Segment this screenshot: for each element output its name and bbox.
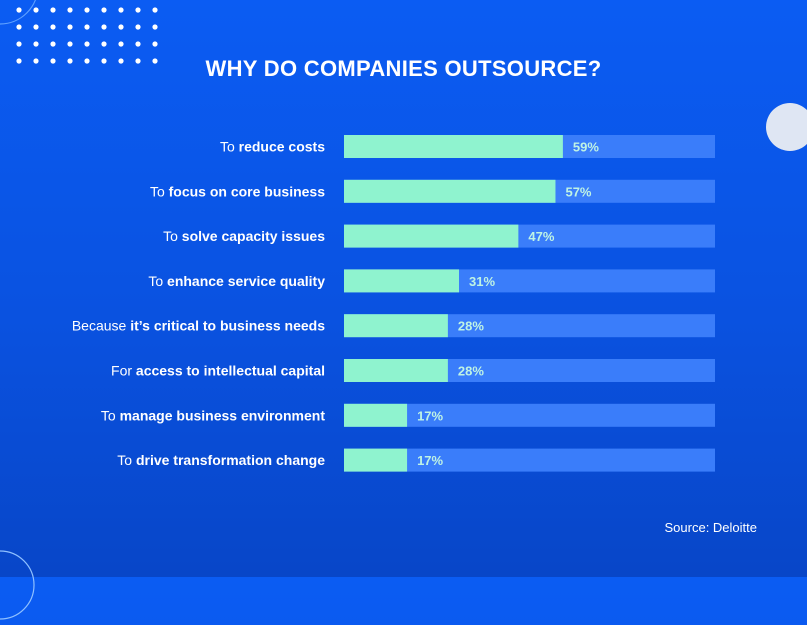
bar-track (344, 448, 715, 472)
bar (344, 314, 448, 338)
decorative-dot (118, 58, 124, 64)
category-label-prefix: To (163, 228, 182, 244)
decorative-dot (152, 58, 158, 64)
decorative-dot (33, 24, 39, 30)
value-label: 59% (573, 140, 599, 155)
decorative-dot (67, 24, 73, 30)
decorative-dot (135, 7, 141, 13)
bar-row: To manage business environment 17% (101, 403, 715, 427)
decorative-dot (33, 41, 39, 47)
value-label: 17% (417, 453, 443, 468)
decorative-dot (135, 41, 141, 47)
category-label: To solve capacity issues (163, 228, 325, 244)
category-label-bold: focus on core business (169, 183, 326, 199)
category-label-bold: solve capacity issues (182, 228, 325, 244)
bar (344, 448, 408, 472)
category-label-bold: manage business environment (120, 407, 326, 423)
bar-row: To focus on core business 57% (150, 179, 715, 203)
bar (344, 269, 460, 293)
decorative-dots (16, 7, 158, 64)
bar (344, 179, 556, 203)
bar-row: To enhance service quality 31% (148, 269, 715, 293)
bar-row: Because it’s critical to business needs 2… (72, 314, 715, 338)
bar (344, 359, 448, 382)
chart-title: WHY DO COMPANIES OUTSOURCE? (205, 56, 602, 81)
decorative-dot (16, 41, 22, 47)
category-label-prefix: To (150, 183, 169, 199)
bar-row: To reduce costs 59% (220, 135, 715, 158)
decorative-dot (101, 24, 107, 30)
decorative-dot (152, 7, 158, 13)
bar (344, 403, 408, 427)
category-label-bold: access to intellectual capital (136, 363, 325, 379)
category-label: To reduce costs (220, 139, 325, 155)
bar (344, 135, 563, 158)
decorative-dot (152, 41, 158, 47)
source-label: Source: Deloitte (664, 520, 758, 535)
decorative-circle (766, 103, 807, 151)
bar-row: To drive transformation change 17% (117, 448, 715, 472)
decorative-dot (16, 58, 22, 64)
value-label: 28% (458, 364, 484, 379)
category-label-prefix: To (220, 139, 239, 155)
category-label-prefix: To (148, 273, 167, 289)
category-label: To focus on core business (150, 183, 325, 199)
decorative-dot (67, 7, 73, 13)
value-label: 28% (458, 319, 484, 334)
bar-chart: To reduce costs 59% To focus on core busin… (72, 135, 715, 472)
decorative-dot (135, 24, 141, 30)
bar-row: For access to intellectual capital 28% (111, 359, 715, 382)
category-label: For access to intellectual capital (111, 363, 325, 379)
decorative-dot (84, 7, 90, 13)
decorative-dot (50, 58, 56, 64)
decorative-dot (50, 7, 56, 13)
bar-row: To solve capacity issues 47% (163, 224, 715, 248)
category-label-bold: it’s critical to business needs (130, 318, 325, 334)
decorative-dot (67, 41, 73, 47)
value-label: 47% (528, 229, 554, 244)
category-label-prefix: For (111, 363, 136, 379)
bar (344, 224, 519, 248)
decorative-dot (101, 7, 107, 13)
decorative-dot (118, 24, 124, 30)
category-label: To manage business environment (101, 407, 325, 423)
decorative-dot (84, 41, 90, 47)
decorative-dot (16, 7, 22, 13)
category-label-bold: reduce costs (239, 139, 326, 155)
category-label-bold: drive transformation change (136, 452, 325, 468)
category-label-prefix: To (117, 452, 136, 468)
decorative-dot (67, 58, 73, 64)
decorative-dot (101, 58, 107, 64)
category-label: To enhance service quality (148, 273, 325, 289)
decorative-dot (33, 58, 39, 64)
decorative-dot (152, 24, 158, 30)
decorative-dot (118, 41, 124, 47)
value-label: 31% (469, 274, 495, 289)
category-label-prefix: To (101, 407, 120, 423)
decorative-dot (84, 24, 90, 30)
decorative-dot (84, 58, 90, 64)
category-label: Because it’s critical to business needs (72, 318, 325, 334)
decorative-dot (33, 7, 39, 13)
decorative-dot (50, 24, 56, 30)
decorative-dot (135, 58, 141, 64)
value-label: 57% (565, 184, 591, 199)
category-label: To drive transformation change (117, 452, 325, 468)
category-label-bold: enhance service quality (167, 273, 325, 289)
decorative-dot (118, 7, 124, 13)
value-label: 17% (417, 408, 443, 423)
category-label-prefix: Because (72, 318, 130, 334)
decorative-dot (50, 41, 56, 47)
bar-track (344, 403, 715, 427)
decorative-dot (101, 41, 107, 47)
decorative-dot (16, 24, 22, 30)
